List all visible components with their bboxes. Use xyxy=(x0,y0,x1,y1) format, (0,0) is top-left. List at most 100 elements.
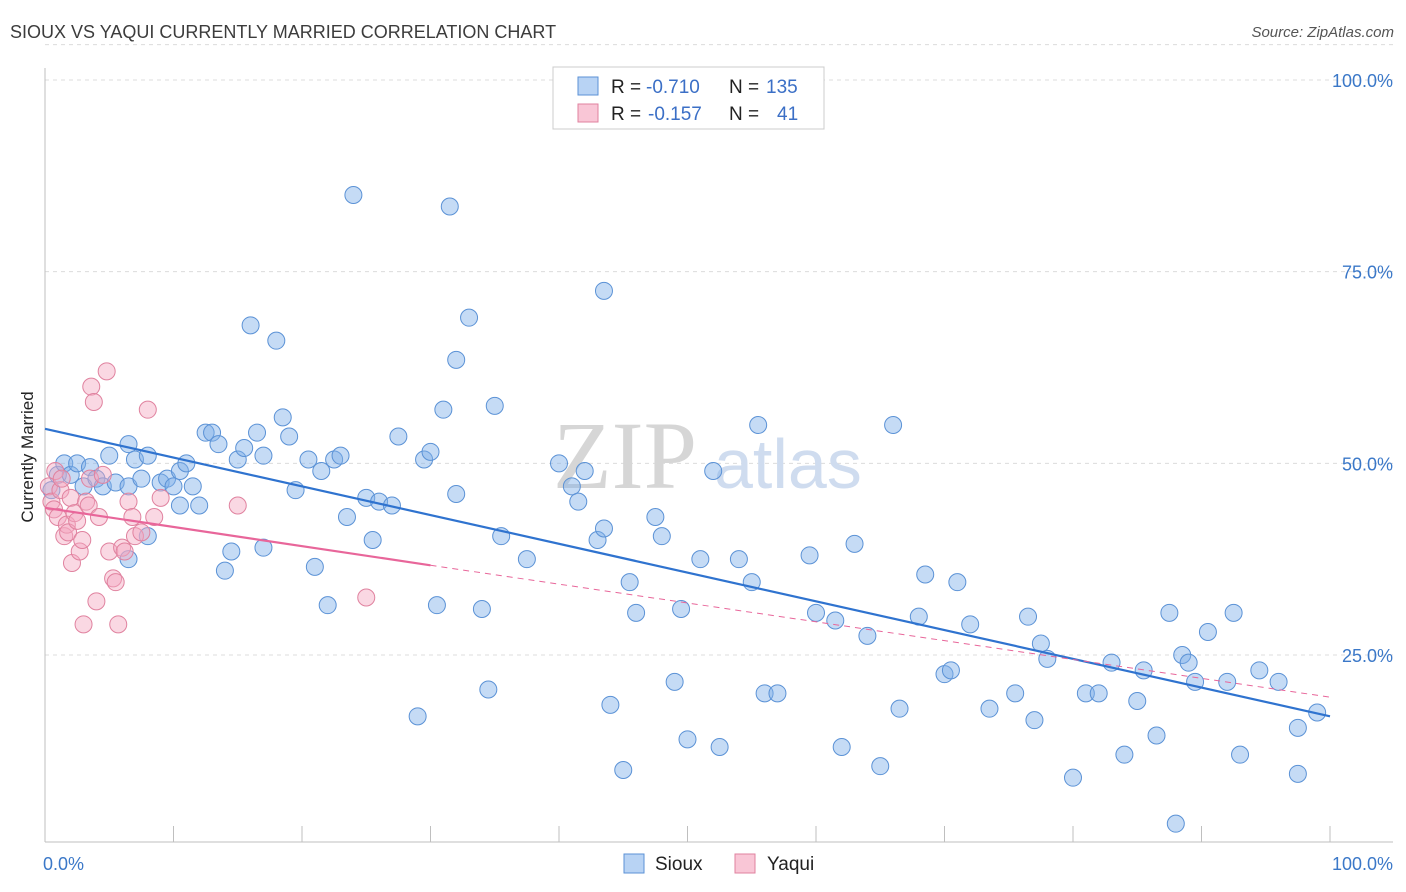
sioux-point-106 xyxy=(961,615,980,634)
sioux-point-123 xyxy=(1173,646,1192,664)
sioux-point-113 xyxy=(1064,768,1082,787)
sioux-point-95 xyxy=(832,738,851,756)
yaqui-point-25 xyxy=(97,362,116,381)
yaqui-point-31 xyxy=(115,542,134,561)
sioux-point-107 xyxy=(980,699,999,718)
grid xyxy=(45,44,1393,656)
sioux-point-9 xyxy=(100,446,119,465)
yaqui-point-28 xyxy=(106,573,125,592)
y-tick-label-75: 75.0% xyxy=(1342,263,1393,283)
sioux-point-86 xyxy=(710,738,729,756)
sioux-point-41 xyxy=(299,450,318,469)
yaqui-trend-line xyxy=(44,506,431,567)
sioux-point-87 xyxy=(729,550,748,569)
yaqui-point-38 xyxy=(151,488,170,507)
sioux-point-91 xyxy=(768,684,787,703)
sioux-point-64 xyxy=(479,680,498,699)
sioux-point-54 xyxy=(408,707,427,726)
sioux-point-71 xyxy=(575,462,594,480)
sioux-point-67 xyxy=(517,550,536,569)
sioux-point-130 xyxy=(1250,661,1269,680)
yaqui-point-5 xyxy=(51,481,70,500)
yaqui-point-13 xyxy=(68,511,87,530)
yaqui-r-label: R = xyxy=(611,104,641,125)
yaqui-trend-extension xyxy=(430,564,1331,698)
yaqui-point-40 xyxy=(357,588,376,607)
sioux-point-21 xyxy=(170,462,189,480)
sioux-point-38 xyxy=(273,408,292,427)
sioux-point-124 xyxy=(1179,653,1198,672)
sioux-n-value: 135 xyxy=(766,77,798,98)
sioux-point-126 xyxy=(1198,623,1217,641)
sioux-point-47 xyxy=(337,508,356,526)
yaqui-point-3 xyxy=(46,462,65,480)
watermark-zip: ZIP xyxy=(553,402,697,509)
sioux-point-22 xyxy=(170,496,189,515)
yaqui-legend-swatch xyxy=(577,103,599,123)
sioux-r-label: R = xyxy=(611,77,641,98)
stats-legend: R = -0.710 N = 135 R = -0.157 N = 41 xyxy=(552,66,825,130)
sioux-point-96 xyxy=(845,534,864,553)
sioux-point-48 xyxy=(344,186,363,204)
sioux-point-34 xyxy=(248,423,267,442)
sioux-point-121 xyxy=(1160,603,1179,622)
sioux-point-43 xyxy=(312,462,331,480)
sioux-point-133 xyxy=(1288,764,1307,783)
yaqui-point-10 xyxy=(61,488,80,507)
yaqui-point-37 xyxy=(145,508,164,526)
yaqui-point-21 xyxy=(84,393,103,411)
sioux-legend-swatch xyxy=(577,76,599,96)
x-tick-labels: 0.0% 100.0% xyxy=(43,854,1393,874)
sioux-point-68 xyxy=(550,454,568,473)
sioux-point-55 xyxy=(415,450,434,469)
axes xyxy=(44,68,1393,843)
sioux-n-label: N = xyxy=(729,77,759,98)
sioux-point-65 xyxy=(485,396,504,415)
sioux-series-swatch xyxy=(623,853,645,874)
sioux-point-99 xyxy=(884,416,903,434)
sioux-point-29 xyxy=(215,561,234,580)
sioux-point-109 xyxy=(1019,607,1038,626)
yaqui-r-value: -0.157 xyxy=(648,104,702,125)
sioux-point-44 xyxy=(318,596,337,615)
sioux-point-132 xyxy=(1288,718,1307,737)
sioux-point-97 xyxy=(858,626,877,645)
sioux-point-63 xyxy=(472,600,491,618)
sioux-point-92 xyxy=(800,546,819,565)
sioux-point-42 xyxy=(305,557,324,576)
sioux-point-46 xyxy=(331,446,350,465)
yaqui-point-36 xyxy=(138,400,157,419)
trend-lines xyxy=(44,427,1331,718)
y-axis-label: Currently Married xyxy=(18,391,37,522)
sioux-point-53 xyxy=(389,427,408,446)
sioux-point-28 xyxy=(209,435,228,454)
sioux-point-77 xyxy=(620,573,639,592)
sioux-r-value: -0.710 xyxy=(646,77,700,98)
yaqui-point-14 xyxy=(70,542,89,561)
y-tick-label-50: 50.0% xyxy=(1342,454,1393,474)
yaqui-point-24 xyxy=(93,465,112,484)
yaqui-point-20 xyxy=(82,377,101,396)
sioux-point-84 xyxy=(691,550,710,569)
yaqui-point-29 xyxy=(109,615,128,634)
data-points xyxy=(39,186,1327,833)
sioux-point-62 xyxy=(460,308,479,327)
sioux-point-120 xyxy=(1147,726,1166,745)
sioux-point-25 xyxy=(190,496,209,515)
sioux-point-76 xyxy=(614,761,633,779)
sioux-point-78 xyxy=(627,603,646,622)
yaqui-series-label: Yaqui xyxy=(767,854,814,875)
sioux-point-117 xyxy=(1115,745,1134,764)
sioux-point-30 xyxy=(222,542,241,561)
sioux-point-110 xyxy=(1025,711,1044,730)
sioux-point-37 xyxy=(267,331,286,350)
sioux-point-102 xyxy=(916,565,935,584)
sioux-point-15 xyxy=(132,469,151,488)
sioux-point-61 xyxy=(447,350,466,369)
sioux-point-50 xyxy=(363,531,382,549)
sioux-point-104 xyxy=(941,661,960,680)
yaqui-point-6 xyxy=(52,469,71,488)
sioux-point-75 xyxy=(601,695,620,714)
sioux-series-label: Sioux xyxy=(655,854,703,875)
